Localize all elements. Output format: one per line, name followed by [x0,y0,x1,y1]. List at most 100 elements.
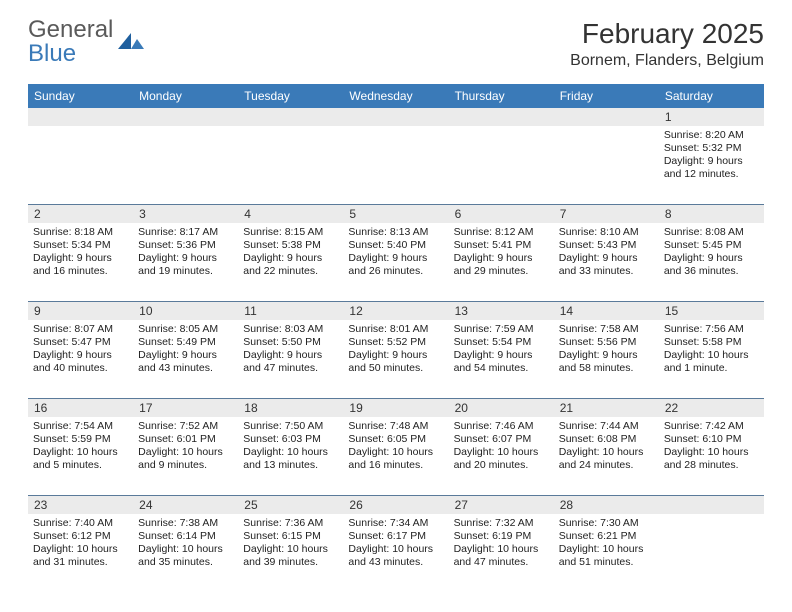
sunrise-text: Sunrise: 7:46 AM [454,420,549,433]
day-cell [449,126,554,204]
sunrise-text: Sunrise: 7:36 AM [243,517,338,530]
day-number: 13 [449,302,554,320]
dow-friday: Friday [554,84,659,108]
day-number: 28 [554,496,659,514]
day-cell [238,126,343,204]
day-of-week-header: Sunday Monday Tuesday Wednesday Thursday… [28,84,764,108]
day-number: 8 [659,205,764,223]
day-cell: Sunrise: 7:56 AMSunset: 5:58 PMDaylight:… [659,320,764,398]
daylight-text: Daylight: 9 hours and 26 minutes. [348,252,443,278]
day-cell: Sunrise: 8:13 AMSunset: 5:40 PMDaylight:… [343,223,448,301]
day-cell: Sunrise: 8:01 AMSunset: 5:52 PMDaylight:… [343,320,448,398]
day-cell: Sunrise: 8:15 AMSunset: 5:38 PMDaylight:… [238,223,343,301]
day-cell: Sunrise: 7:59 AMSunset: 5:54 PMDaylight:… [449,320,554,398]
day-number: 20 [449,399,554,417]
sunset-text: Sunset: 6:17 PM [348,530,443,543]
day-cell: Sunrise: 7:44 AMSunset: 6:08 PMDaylight:… [554,417,659,495]
sunrise-text: Sunrise: 8:07 AM [33,323,128,336]
logo-line1: General [28,18,113,42]
day-number: 27 [449,496,554,514]
sunset-text: Sunset: 6:03 PM [243,433,338,446]
daylight-text: Daylight: 10 hours and 1 minute. [664,349,759,375]
day-cell: Sunrise: 7:40 AMSunset: 6:12 PMDaylight:… [28,514,133,592]
day-number [343,108,448,126]
day-cell: Sunrise: 7:46 AMSunset: 6:07 PMDaylight:… [449,417,554,495]
day-cell: Sunrise: 7:54 AMSunset: 5:59 PMDaylight:… [28,417,133,495]
day-cell: Sunrise: 7:48 AMSunset: 6:05 PMDaylight:… [343,417,448,495]
daylight-text: Daylight: 9 hours and 47 minutes. [243,349,338,375]
sunset-text: Sunset: 5:41 PM [454,239,549,252]
sunrise-text: Sunrise: 7:44 AM [559,420,654,433]
daylight-text: Daylight: 9 hours and 40 minutes. [33,349,128,375]
day-number: 9 [28,302,133,320]
day-number: 22 [659,399,764,417]
day-cell [659,514,764,592]
day-cell [133,126,238,204]
day-cell: Sunrise: 7:52 AMSunset: 6:01 PMDaylight:… [133,417,238,495]
sunset-text: Sunset: 6:21 PM [559,530,654,543]
sunset-text: Sunset: 6:05 PM [348,433,443,446]
sunrise-text: Sunrise: 8:13 AM [348,226,443,239]
daylight-text: Daylight: 10 hours and 20 minutes. [454,446,549,472]
sunset-text: Sunset: 5:36 PM [138,239,233,252]
sunrise-text: Sunrise: 8:10 AM [559,226,654,239]
day-number: 12 [343,302,448,320]
day-number-row: 232425262728 [28,496,764,514]
sunset-text: Sunset: 6:14 PM [138,530,233,543]
daylight-text: Daylight: 9 hours and 58 minutes. [559,349,654,375]
day-number [133,108,238,126]
sunrise-text: Sunrise: 7:32 AM [454,517,549,530]
sunrise-text: Sunrise: 7:56 AM [664,323,759,336]
day-cell: Sunrise: 7:50 AMSunset: 6:03 PMDaylight:… [238,417,343,495]
day-detail-row: Sunrise: 8:20 AMSunset: 5:32 PMDaylight:… [28,126,764,204]
sunset-text: Sunset: 5:43 PM [559,239,654,252]
day-number: 1 [659,108,764,126]
sunset-text: Sunset: 6:08 PM [559,433,654,446]
day-detail-row: Sunrise: 7:54 AMSunset: 5:59 PMDaylight:… [28,417,764,495]
sunrise-text: Sunrise: 8:05 AM [138,323,233,336]
day-cell: Sunrise: 8:03 AMSunset: 5:50 PMDaylight:… [238,320,343,398]
day-detail-row: Sunrise: 8:18 AMSunset: 5:34 PMDaylight:… [28,223,764,301]
daylight-text: Daylight: 9 hours and 36 minutes. [664,252,759,278]
sunrise-text: Sunrise: 8:17 AM [138,226,233,239]
day-number: 6 [449,205,554,223]
sunrise-text: Sunrise: 7:40 AM [33,517,128,530]
dow-sunday: Sunday [28,84,133,108]
dow-tuesday: Tuesday [238,84,343,108]
sunset-text: Sunset: 5:38 PM [243,239,338,252]
day-number [449,108,554,126]
sunset-text: Sunset: 5:47 PM [33,336,128,349]
triangle-icon [118,31,144,56]
day-cell [343,126,448,204]
day-number: 5 [343,205,448,223]
day-detail-row: Sunrise: 8:07 AMSunset: 5:47 PMDaylight:… [28,320,764,398]
day-cell: Sunrise: 8:08 AMSunset: 5:45 PMDaylight:… [659,223,764,301]
daylight-text: Daylight: 9 hours and 54 minutes. [454,349,549,375]
month-title: February 2025 [570,18,764,50]
sunset-text: Sunset: 6:15 PM [243,530,338,543]
day-cell: Sunrise: 7:34 AMSunset: 6:17 PMDaylight:… [343,514,448,592]
daylight-text: Daylight: 9 hours and 50 minutes. [348,349,443,375]
sunrise-text: Sunrise: 8:12 AM [454,226,549,239]
title-block: February 2025 Bornem, Flanders, Belgium [570,18,764,70]
day-number: 14 [554,302,659,320]
daylight-text: Daylight: 10 hours and 47 minutes. [454,543,549,569]
day-number: 25 [238,496,343,514]
sunrise-text: Sunrise: 8:20 AM [664,129,759,142]
day-number: 4 [238,205,343,223]
day-number: 16 [28,399,133,417]
sunset-text: Sunset: 5:59 PM [33,433,128,446]
day-number: 18 [238,399,343,417]
daylight-text: Daylight: 10 hours and 35 minutes. [138,543,233,569]
day-number [554,108,659,126]
calendar: Sunday Monday Tuesday Wednesday Thursday… [28,84,764,592]
day-cell: Sunrise: 8:17 AMSunset: 5:36 PMDaylight:… [133,223,238,301]
week-block: 16171819202122Sunrise: 7:54 AMSunset: 5:… [28,398,764,495]
week-block: 232425262728Sunrise: 7:40 AMSunset: 6:12… [28,495,764,592]
daylight-text: Daylight: 9 hours and 12 minutes. [664,155,759,181]
sunrise-text: Sunrise: 8:15 AM [243,226,338,239]
day-number: 11 [238,302,343,320]
sunset-text: Sunset: 5:56 PM [559,336,654,349]
daylight-text: Daylight: 10 hours and 16 minutes. [348,446,443,472]
day-number-row: 1 [28,108,764,126]
